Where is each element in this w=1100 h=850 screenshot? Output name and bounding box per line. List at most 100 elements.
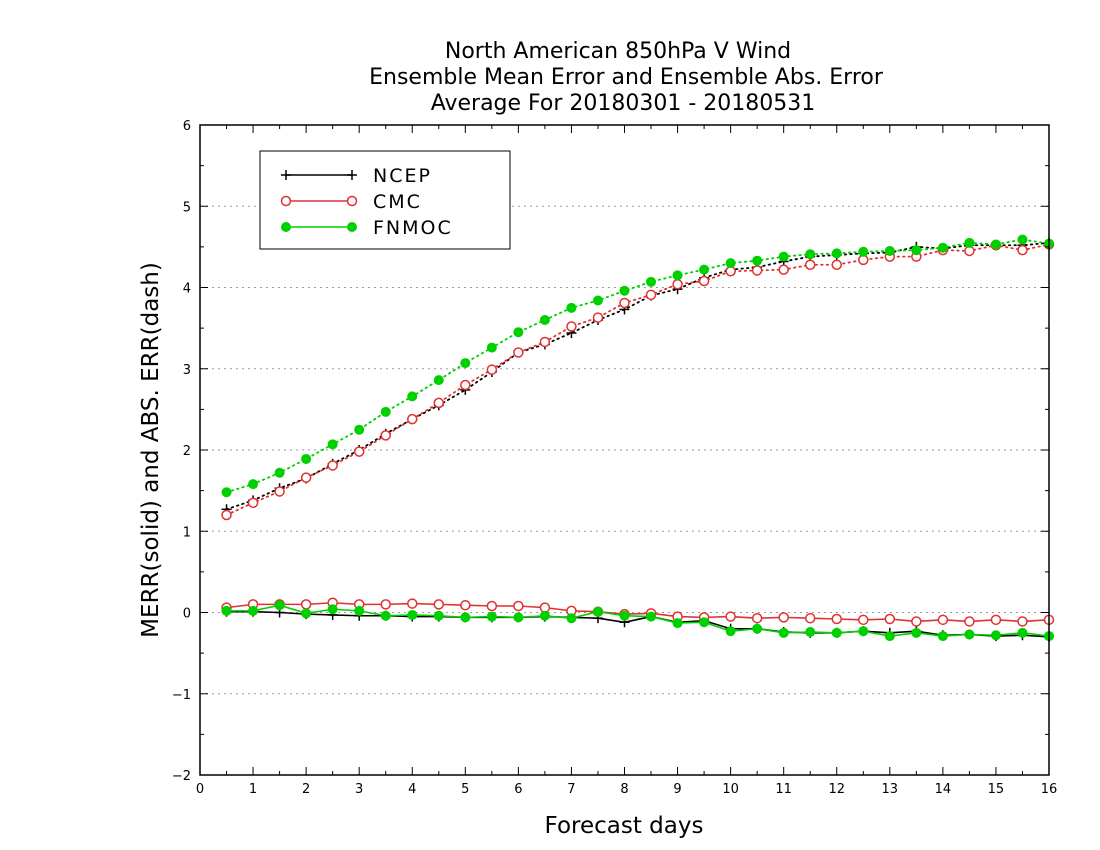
fnmoc-abs-error-point <box>566 302 577 313</box>
cmc-abs-error-point <box>274 486 285 497</box>
fnmoc-abs-error-point <box>884 245 895 256</box>
x-tick-label: 7 <box>567 782 575 797</box>
x-tick-label: 4 <box>408 782 416 797</box>
x-tick-label: 10 <box>722 782 739 797</box>
cmc-abs-error-point <box>698 275 710 287</box>
cmc-abs-error-point <box>566 321 577 332</box>
cmc-mean-error-point <box>486 600 498 612</box>
fnmoc-mean-error-point <box>884 631 895 642</box>
fnmoc-mean-error-point <box>539 610 550 621</box>
cmc-abs-error-point <box>619 297 630 309</box>
fnmoc-abs-error-point <box>407 391 418 402</box>
fnmoc-mean-error-point <box>937 631 948 642</box>
cmc-mean-error-point <box>300 599 312 610</box>
fnmoc-abs-error-point <box>539 315 550 325</box>
fnmoc-abs-error-point <box>221 487 232 498</box>
y-tick-label: −1 <box>172 688 191 703</box>
fnmoc-abs-error-point <box>1017 234 1028 245</box>
fnmoc-mean-error-point <box>221 605 232 616</box>
fnmoc-mean-error-point <box>646 611 657 622</box>
cmc-abs-error-point <box>778 264 789 275</box>
series-layer <box>221 234 1055 642</box>
cmc-mean-error-point <box>778 612 789 623</box>
fnmoc-abs-error-point <box>990 239 1001 250</box>
fnmoc-mean-error-point <box>433 610 444 621</box>
fnmoc-abs-error-point <box>672 270 683 281</box>
x-tick-label: 12 <box>828 782 845 797</box>
cmc-mean-error-point <box>513 600 524 612</box>
fnmoc-mean-error-point <box>248 605 259 616</box>
y-axis-label: MERR(solid) and ABS. ERR(dash) <box>138 262 164 638</box>
cmc-mean-error-point <box>937 614 949 626</box>
cmc-abs-error-point <box>327 460 338 471</box>
cmc-abs-error-point <box>751 265 763 276</box>
cmc-abs-error-point <box>539 336 551 348</box>
x-tick-label: 0 <box>196 782 204 797</box>
cmc-mean-error-point <box>751 612 763 624</box>
fnmoc-abs-error-point <box>937 242 948 253</box>
x-tick-label: 3 <box>355 782 363 797</box>
legend-cmc-label: CMC <box>373 191 422 213</box>
fnmoc-mean-error-point <box>778 627 789 638</box>
fnmoc-mean-error-point <box>486 611 497 622</box>
cmc-abs-error-point <box>353 446 365 457</box>
cmc-abs-error-point <box>407 413 418 425</box>
fnmoc-mean-error-point <box>672 618 683 629</box>
legend-box <box>259 150 511 250</box>
fnmoc-mean-error-point <box>831 627 842 638</box>
x-tick-label: 14 <box>935 782 952 797</box>
fnmoc-abs-error-point <box>513 327 524 338</box>
fnmoc-mean-error-point <box>619 610 630 621</box>
legend: NCEP CMC FNMOC <box>259 150 511 250</box>
fnmoc-abs-error-point <box>646 276 657 287</box>
cmc-abs-error-point <box>1017 244 1028 256</box>
cmc-abs-error-point <box>247 497 259 509</box>
x-tick-label: 1 <box>249 782 257 797</box>
cmc-abs-error-point <box>592 312 604 323</box>
fnmoc-mean-error-point <box>513 612 524 623</box>
legend-fnmoc-marker-left <box>281 222 291 232</box>
y-tick-label: −2 <box>172 769 191 784</box>
fnmoc-abs-error-point <box>248 479 259 490</box>
legend-cmc-marker-right <box>346 195 358 207</box>
fnmoc-abs-error-line <box>225 238 1050 494</box>
fnmoc-mean-error-point <box>911 627 922 638</box>
cmc-mean-error-point <box>433 599 445 610</box>
fnmoc-abs-error-point <box>805 249 816 260</box>
fnmoc-abs-error-point <box>380 406 391 417</box>
fnmoc-abs-error-point <box>858 246 869 257</box>
fnmoc-abs-error-point <box>354 424 365 435</box>
x-axis-label: Forecast days <box>545 813 704 839</box>
fnmoc-abs-error-point <box>274 467 285 478</box>
fnmoc-mean-error-point <box>380 610 391 621</box>
fnmoc-mean-error-point <box>274 600 285 611</box>
cmc-mean-error-point <box>725 611 736 622</box>
fnmoc-abs-error-point <box>433 375 444 386</box>
cmc-abs-error-point <box>486 364 498 375</box>
fnmoc-mean-error-point <box>805 627 816 637</box>
fnmoc-abs-error-point <box>619 285 630 296</box>
cmc-abs-error-point <box>804 259 816 270</box>
fnmoc-mean-error-point <box>301 608 312 619</box>
fnmoc-mean-error-point <box>964 629 975 640</box>
fnmoc-abs-error-point <box>327 439 338 450</box>
ncep-abs-error-line <box>225 241 1050 511</box>
fnmoc-abs-error-point <box>460 358 471 369</box>
fnmoc-mean-error-point <box>858 626 869 637</box>
fnmoc-abs-error-point <box>699 264 710 275</box>
fnmoc-abs-error-point <box>725 258 736 269</box>
fnmoc-abs-error-point <box>964 237 975 248</box>
fnmoc-mean-error-point <box>725 626 736 637</box>
fnmoc-abs-error-point <box>911 245 922 256</box>
cmc-mean-error-point <box>831 613 842 625</box>
fnmoc-mean-error-point <box>407 609 418 620</box>
legend-ncep-label: NCEP <box>373 165 432 187</box>
chart-title: North American 850hPa V Wind Ensemble Me… <box>369 39 884 116</box>
cmc-mean-error-point <box>460 599 471 611</box>
cmc-mean-error-point <box>858 614 869 626</box>
cmc-abs-error-point <box>300 472 312 483</box>
legend-fnmoc-label: FNMOC <box>373 217 453 239</box>
legend-fnmoc-marker-right <box>347 222 357 232</box>
